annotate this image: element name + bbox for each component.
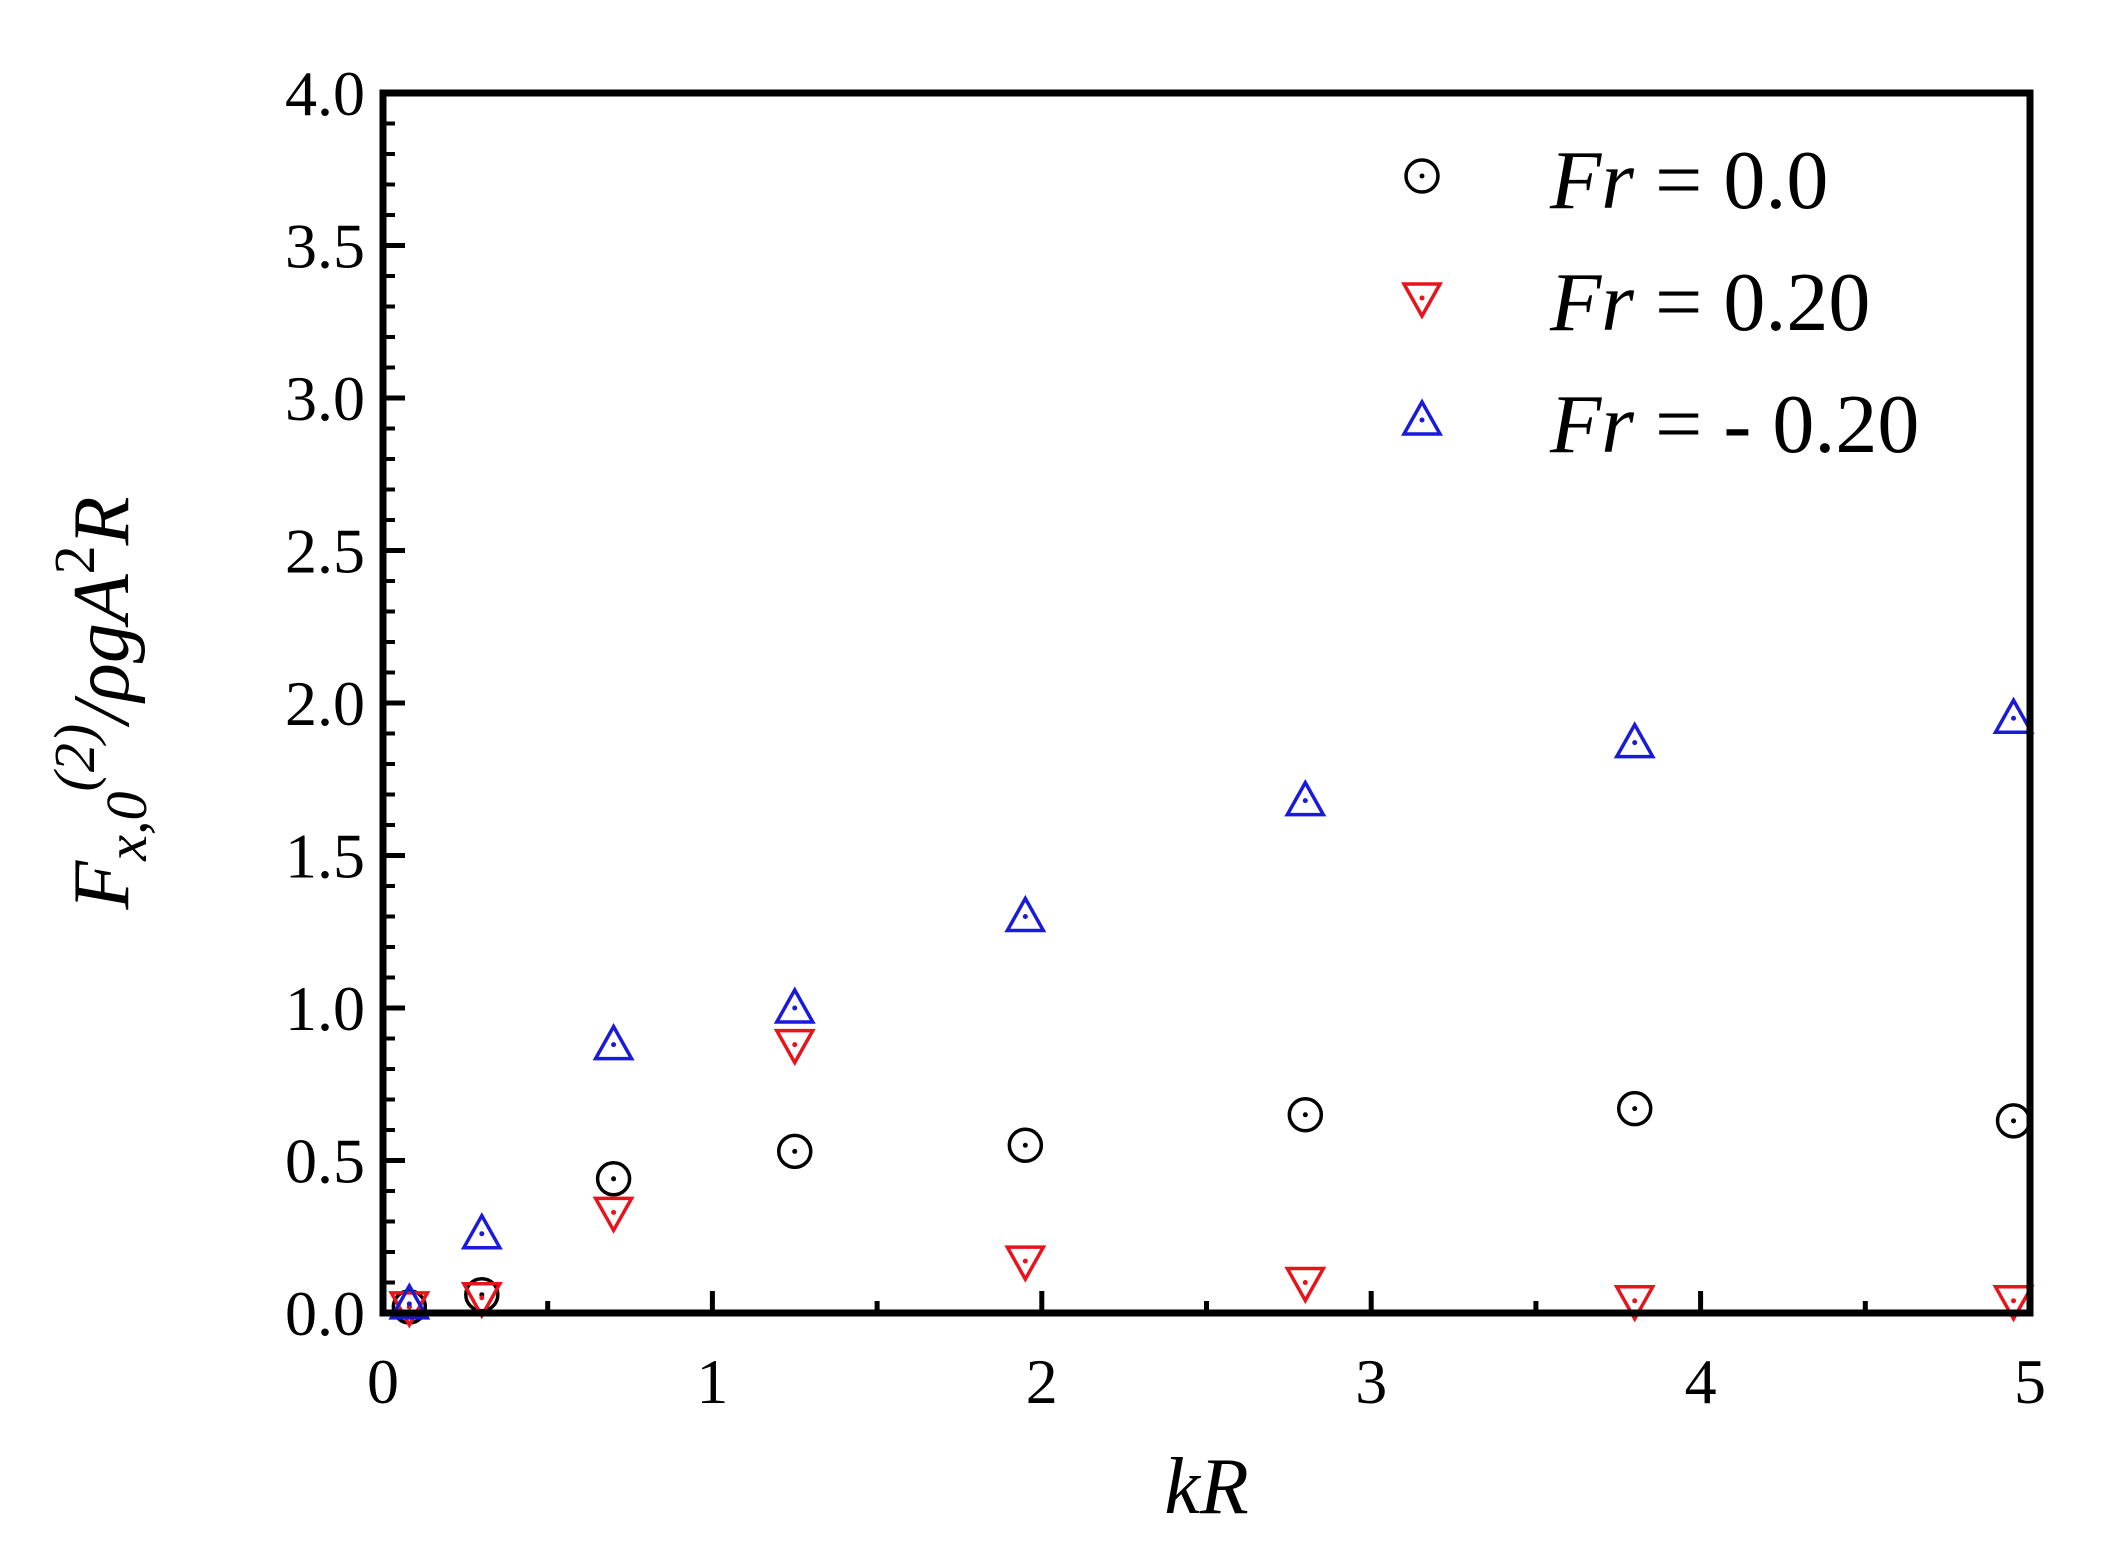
x-tick-label: 3 — [1355, 1346, 1387, 1417]
x-tick-label: 0 — [367, 1346, 399, 1417]
legend-variable: Fr — [1549, 134, 1634, 227]
y-axis-title-part: R — [58, 496, 146, 546]
y-tick-label: 4.0 — [285, 58, 365, 129]
data-point — [1007, 1127, 1044, 1163]
x-axis-title: kR — [1164, 1443, 1248, 1531]
y-tick-label: 2.5 — [285, 516, 365, 587]
legend-variable: Fr — [1549, 378, 1634, 471]
y-tick-label: 3.5 — [285, 211, 365, 282]
y-tick-label: 0.5 — [285, 1126, 365, 1197]
data-point — [388, 1282, 431, 1320]
y-axis-title-part: x,0 — [94, 791, 159, 861]
legend-entry: Fr = 0.0 — [1404, 134, 1828, 227]
data-point — [1613, 1285, 1656, 1323]
data-point — [1992, 696, 2035, 734]
y-axis-title-part: /ρgA — [58, 573, 146, 728]
legend-variable: Fr — [1549, 256, 1634, 349]
legend-marker — [1401, 282, 1443, 320]
legend-label: Fr = 0.0 — [1549, 134, 1828, 227]
data-point — [1616, 1090, 1653, 1127]
x-tick-label: 2 — [1026, 1346, 1058, 1417]
data-point — [460, 1282, 503, 1320]
data-marks — [388, 696, 2035, 1329]
data-point — [777, 1133, 813, 1170]
x-tick-label: 4 — [1685, 1346, 1717, 1417]
y-tick-label: 3.0 — [285, 363, 365, 434]
plot-frame — [379, 89, 2034, 1317]
data-point — [1004, 1245, 1047, 1283]
x-tick-label: 1 — [696, 1346, 728, 1417]
legend-value: = 0.20 — [1634, 256, 1870, 349]
data-point — [773, 1028, 816, 1067]
y-axis-title: Fx,0(2)/ρgA2R — [42, 496, 159, 910]
y-tick-label: 1.5 — [285, 821, 365, 892]
x-tick-label: 5 — [2014, 1346, 2046, 1417]
series-triangle-up — [388, 696, 2035, 1320]
series-circle — [391, 1090, 2032, 1325]
data-point — [1613, 721, 1656, 759]
y-tick-label: 0.0 — [285, 1278, 365, 1349]
data-point — [1004, 894, 1047, 933]
data-point — [1284, 1266, 1327, 1305]
data-point — [1995, 1103, 2032, 1139]
legend-marker — [1401, 398, 1443, 436]
data-point — [595, 1161, 632, 1197]
data-point — [592, 1023, 635, 1061]
series-triangle-down — [388, 1028, 2035, 1329]
data-point — [1992, 1285, 2035, 1323]
y-axis-title-part: F — [58, 860, 146, 911]
legend-label: Fr = 0.20 — [1549, 256, 1870, 349]
legend-entry: Fr = - 0.20 — [1401, 378, 1919, 471]
legend-value: = - 0.20 — [1634, 378, 1919, 471]
data-point — [1287, 1097, 1324, 1133]
legend-value: = 0.0 — [1634, 134, 1828, 227]
y-axis-title-part: 2 — [42, 545, 107, 574]
y-tick-label: 1.0 — [285, 973, 365, 1044]
data-point — [460, 1212, 503, 1250]
y-tick-label: 2.0 — [285, 668, 365, 739]
y-axis-title-part: (2) — [42, 724, 107, 792]
data-point — [1284, 779, 1327, 817]
legend-entry: Fr = 0.20 — [1401, 256, 1870, 349]
data-point — [773, 986, 816, 1024]
legend-label: Fr = - 0.20 — [1549, 378, 1919, 471]
data-point — [592, 1196, 635, 1234]
axis-tick-labels: 0 1 2 3 4 5 0.0 0.5 1.0 1.5 2.0 2.5 3.0 3.5 4.0 — [285, 58, 2046, 1417]
legend-marker — [1404, 158, 1440, 194]
